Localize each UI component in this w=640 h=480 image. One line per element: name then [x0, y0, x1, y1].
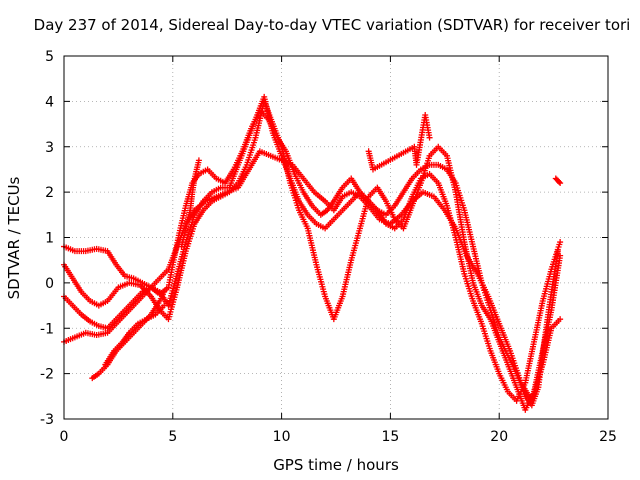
x-tick-label: 15 [381, 429, 399, 445]
y-tick-label: 0 [45, 276, 54, 292]
series-2 [61, 98, 564, 413]
axis-ticks: 0 5 10 15 20 25 -3 -2 -1 0 1 2 3 4 5 [40, 49, 617, 445]
y-tick-label: 2 [45, 185, 54, 201]
data-point [557, 239, 564, 246]
series-3 [61, 148, 564, 404]
y-tick-label: 4 [45, 94, 54, 110]
y-tick-label: 3 [45, 140, 54, 156]
series-8 [365, 111, 433, 173]
x-axis-label: GPS time / hours [273, 456, 399, 474]
data-point [557, 180, 564, 187]
data-point [557, 252, 564, 259]
data-point [195, 157, 202, 164]
y-tick-label: 5 [45, 49, 54, 65]
data-points [61, 93, 564, 413]
series-1 [61, 107, 561, 409]
x-tick-label: 5 [168, 429, 177, 445]
data-point [426, 134, 433, 141]
chart-title: Day 237 of 2014, Sidereal Day-to-day VTE… [34, 16, 631, 34]
y-tick-label: 1 [45, 231, 54, 247]
x-tick-label: 20 [490, 429, 508, 445]
series-9 [552, 175, 564, 187]
x-tick-label: 10 [273, 429, 291, 445]
y-tick-label: -2 [40, 367, 54, 383]
series-6 [102, 302, 168, 368]
data-point [556, 178, 563, 185]
series-4 [61, 93, 564, 404]
grid-lines [64, 56, 608, 419]
y-axis-label: SDTVAR / TECUs [5, 176, 23, 299]
x-tick-label: 25 [599, 429, 617, 445]
x-tick-label: 0 [60, 429, 69, 445]
data-point [161, 302, 168, 309]
y-tick-label: -1 [40, 321, 54, 337]
series-7 [178, 157, 202, 250]
y-tick-label: -3 [40, 412, 54, 428]
data-point [557, 316, 564, 323]
data-point [161, 288, 168, 295]
